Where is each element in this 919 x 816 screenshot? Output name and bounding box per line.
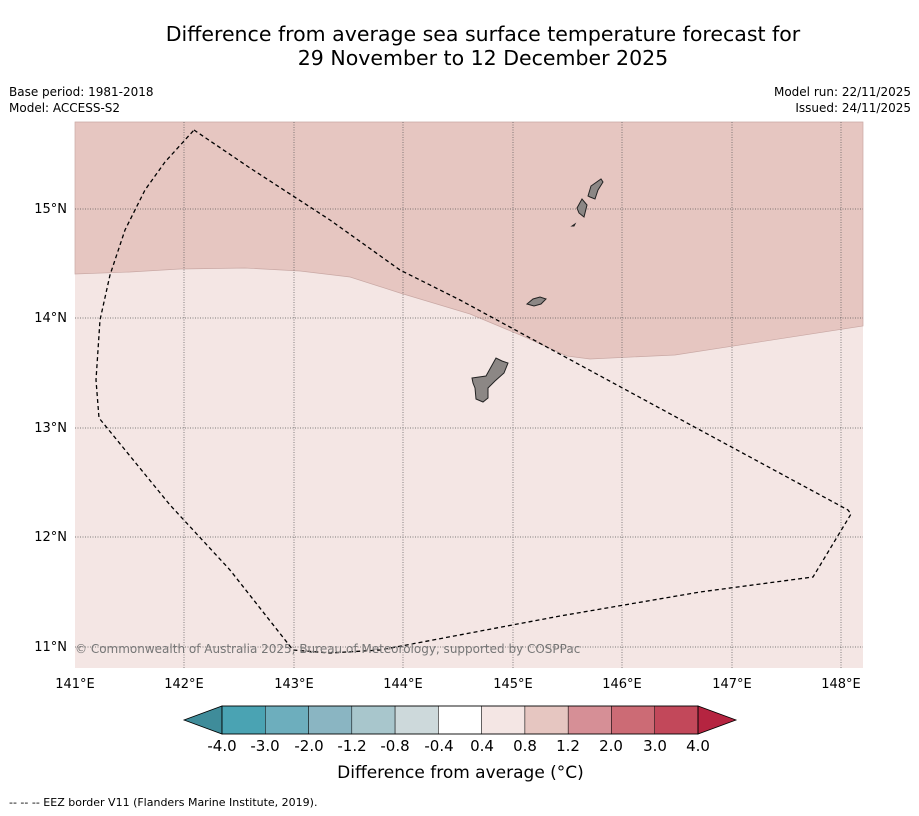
colorbar-tick: 0.8: [513, 737, 537, 755]
colorbar-swatch: [567, 705, 612, 735]
lon-tick-labels: 141°E 142°E 143°E 144°E 145°E 146°E 147°…: [55, 677, 861, 692]
saipan-island: [587, 178, 604, 200]
grid-lines: [75, 122, 863, 668]
colorbar-swatch: [611, 705, 655, 735]
colorbar-swatch: [481, 705, 526, 735]
lat-tick: 11°N: [34, 640, 67, 655]
colorbar-label: Difference from average (°C): [337, 763, 584, 783]
chart-title: Difference from average sea surface temp…: [0, 22, 919, 70]
map-area: © Commonwealth of Australia 2025, Bureau…: [74, 121, 864, 668]
issued-date: Issued: 24/11/2025: [795, 101, 911, 115]
lon-tick: 141°E: [55, 677, 95, 692]
lon-tick: 148°E: [821, 677, 861, 692]
islands: [471, 178, 604, 403]
model-run: Model run: 22/11/2025: [773, 85, 911, 99]
colorbar-tick: -2.0: [294, 737, 323, 755]
title-line-1: Difference from average sea surface temp…: [165, 22, 801, 46]
colorbar-arrow-high: [697, 705, 738, 735]
colorbar-outline: [221, 705, 699, 735]
lat-tick: 14°N: [34, 311, 67, 326]
eez-border: [95, 129, 852, 654]
lon-tick: 145°E: [493, 677, 533, 692]
base-period: Base period: 1981-2018: [9, 85, 154, 99]
colorbar-swatch: [438, 705, 482, 735]
sst-warm-anomaly-region: [74, 121, 864, 360]
lon-tick: 147°E: [712, 677, 752, 692]
lon-tick: 146°E: [602, 677, 642, 692]
lat-tick: 13°N: [34, 421, 67, 436]
colorbar-swatch: [654, 705, 699, 735]
colorbar-swatch: [221, 705, 266, 735]
guam-island: [471, 357, 509, 403]
title-line-2: 29 November to 12 December 2025: [297, 46, 669, 70]
lon-tick: 142°E: [164, 677, 204, 692]
colorbar-tick: -3.0: [250, 737, 279, 755]
colorbar-swatches: [182, 705, 738, 735]
colorbar-swatch: [394, 705, 439, 735]
colorbar-swatch: [524, 705, 569, 735]
eez-legend-note: -- -- -- EEZ border V11 (Flanders Marine…: [9, 796, 318, 809]
lon-tick: 144°E: [383, 677, 423, 692]
colorbar-tick: 1.2: [556, 737, 580, 755]
lat-tick-labels: 15°N 14°N 13°N 12°N 11°N: [34, 202, 67, 655]
colorbar-tick: -4.0: [207, 737, 236, 755]
colorbar-swatch: [308, 705, 353, 735]
colorbar: -4.0 -3.0 -2.0 -1.2 -0.8 -0.4 0.4 0.8 1.…: [182, 705, 738, 755]
colorbar-swatch: [265, 705, 309, 735]
colorbar-tick: -1.2: [337, 737, 366, 755]
aguijan-island: [570, 222, 577, 227]
colorbar-tick: -0.4: [424, 737, 453, 755]
meta-right: Model run: 22/11/2025 Issued: 24/11/2025: [774, 84, 911, 116]
lat-tick: 12°N: [34, 530, 67, 545]
copyright-notice: © Commonwealth of Australia 2025, Bureau…: [75, 642, 580, 656]
colorbar-tick: 4.0: [686, 737, 710, 755]
lat-tick: 15°N: [34, 202, 67, 217]
colorbar-tick: -0.8: [380, 737, 409, 755]
colorbar-tick: 2.0: [599, 737, 623, 755]
lon-tick: 143°E: [274, 677, 314, 692]
colorbar-ticks: -4.0 -3.0 -2.0 -1.2 -0.8 -0.4 0.4 0.8 1.…: [207, 737, 710, 755]
colorbar-swatch: [351, 705, 396, 735]
model-name: Model: ACCESS-S2: [9, 101, 121, 115]
rota-island: [525, 296, 547, 307]
colorbar-tick: 0.4: [470, 737, 494, 755]
tinian-island: [576, 198, 588, 218]
colorbar-tick: 3.0: [643, 737, 667, 755]
colorbar-arrow-low: [182, 705, 223, 735]
meta-left: Base period: 1981-2018 Model: ACCESS-S2: [9, 84, 154, 116]
